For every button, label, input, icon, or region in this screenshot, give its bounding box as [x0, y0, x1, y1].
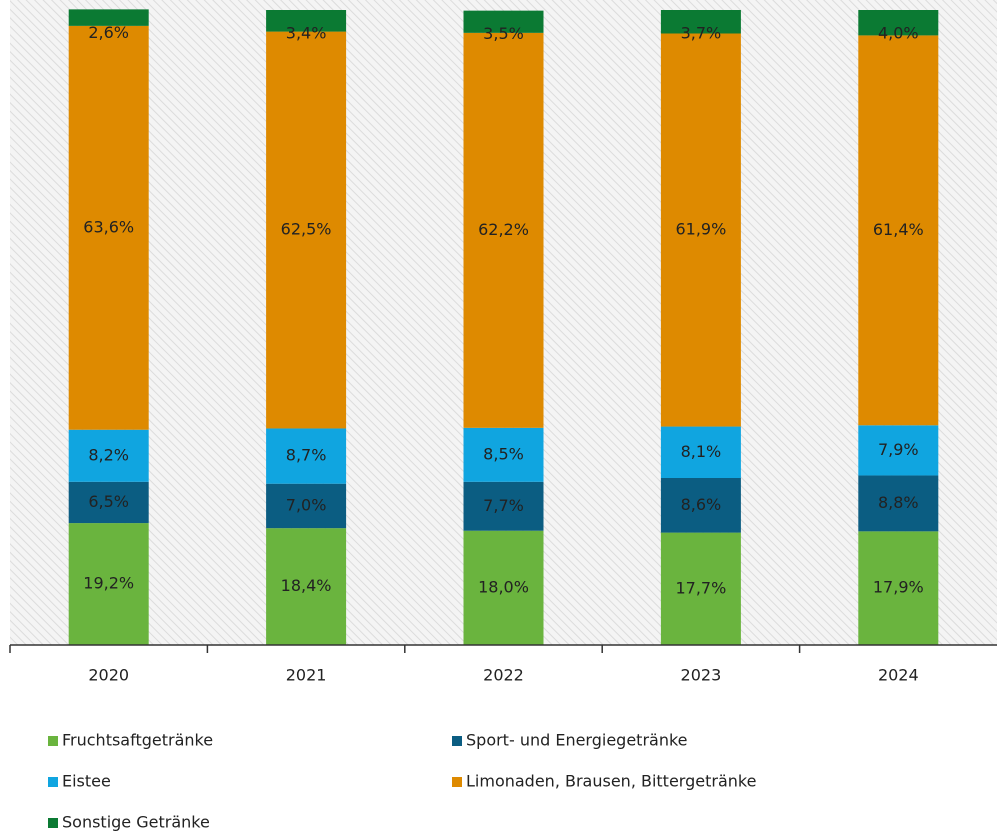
legend-swatch: [452, 777, 462, 787]
bar-segment: [463, 530, 544, 645]
x-tick-label: 2021: [286, 666, 327, 685]
data-label: 7,0%: [286, 495, 327, 514]
data-label: 2,6%: [88, 23, 129, 42]
x-tick-label: 2024: [878, 666, 919, 685]
data-label: 62,2%: [478, 220, 529, 239]
bar-segment: [858, 531, 939, 645]
legend-label: Limonaden, Brausen, Bittergetränke: [466, 772, 756, 791]
bar-segment: [660, 532, 741, 645]
data-label: 19,2%: [83, 574, 134, 593]
legend-label: Fruchtsaftgetränke: [62, 731, 213, 750]
x-tick-label: 2020: [88, 666, 129, 685]
x-tick-label: 2022: [483, 666, 524, 685]
legend-label: Eistee: [62, 772, 111, 791]
bar-segment: [660, 10, 741, 34]
legend-swatch: [452, 736, 462, 746]
legend-swatch: [48, 777, 58, 787]
bar-segment: [858, 35, 939, 426]
bar-segment: [266, 31, 347, 429]
x-tick-label: 2023: [681, 666, 722, 685]
data-label: 61,4%: [873, 220, 924, 239]
legend-swatch: [48, 736, 58, 746]
bar-segment: [266, 528, 347, 645]
bar-segment: [463, 32, 544, 428]
bar-segment: [660, 33, 741, 427]
data-label: 4,0%: [878, 24, 919, 43]
data-label: 8,8%: [878, 493, 919, 512]
data-label: 8,7%: [286, 446, 327, 465]
data-label: 8,6%: [681, 495, 722, 514]
data-label: 7,7%: [483, 496, 524, 515]
bar-segment: [266, 483, 347, 529]
bar-segment: [858, 425, 939, 476]
data-label: 63,6%: [83, 217, 134, 236]
data-label: 18,4%: [281, 576, 332, 595]
data-label: 8,1%: [681, 442, 722, 461]
legend-label: Sonstige Getränke: [62, 813, 210, 832]
data-label: 18,0%: [478, 577, 529, 596]
data-label: 6,5%: [88, 492, 129, 511]
bar-segment: [68, 481, 149, 524]
data-label: 17,7%: [675, 578, 726, 597]
legend-label: Sport- und Energiegetränke: [466, 731, 688, 750]
bar-segment: [858, 10, 939, 36]
data-label: 3,5%: [483, 24, 524, 43]
data-label: 7,9%: [878, 440, 919, 459]
legend-swatch: [48, 818, 58, 828]
data-label: 17,9%: [873, 578, 924, 597]
bar-segment: [660, 426, 741, 478]
bar-segment: [68, 523, 149, 645]
bar-segment: [463, 481, 544, 531]
data-label: 3,4%: [286, 24, 327, 43]
data-label: 3,7%: [681, 24, 722, 43]
bar-segment: [68, 25, 149, 430]
bar-segment: [858, 475, 939, 532]
bar-segment: [266, 10, 347, 32]
data-label: 62,5%: [281, 220, 332, 239]
data-label: 8,5%: [483, 444, 524, 463]
bar-segment: [463, 10, 544, 33]
bar-segment: [68, 9, 149, 26]
data-label: 61,9%: [675, 220, 726, 239]
data-label: 8,2%: [88, 445, 129, 464]
bar-segment: [463, 427, 544, 482]
bar-segment: [660, 477, 741, 533]
bar-segment: [266, 428, 347, 484]
bar-segment: [68, 429, 149, 482]
